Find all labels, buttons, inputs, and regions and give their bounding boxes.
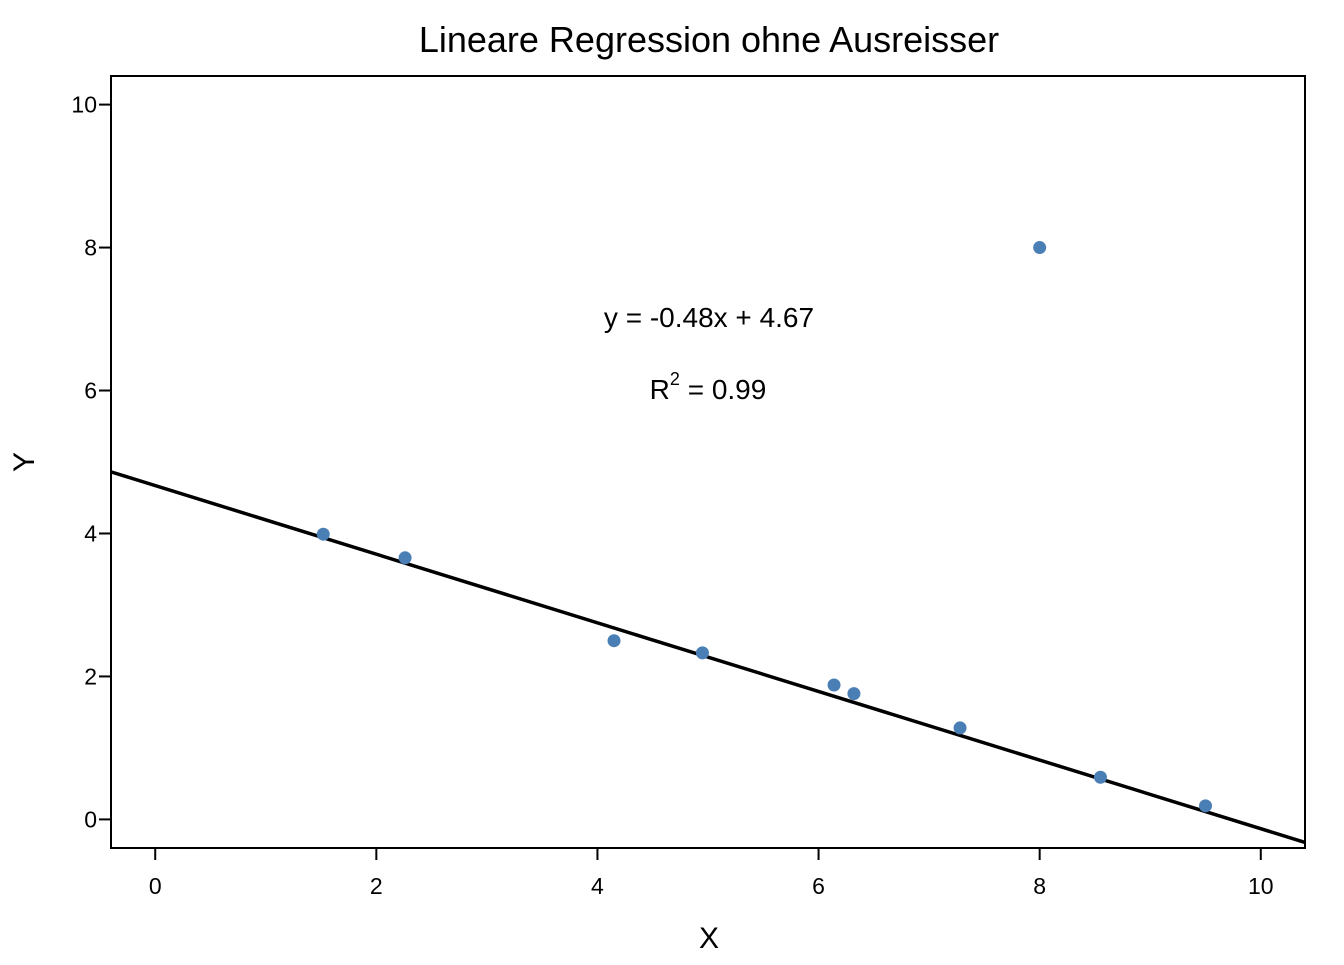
r-squared-label: R2 = 0.99 <box>650 369 767 405</box>
data-points <box>316 241 1212 813</box>
y-tick-label: 0 <box>84 806 97 832</box>
y-tick-label: 10 <box>71 92 97 118</box>
data-point <box>827 678 841 692</box>
y-tick-label: 8 <box>84 235 97 261</box>
data-point <box>1093 770 1107 784</box>
y-tick-label: 4 <box>84 520 97 546</box>
x-tick-label: 0 <box>149 873 162 899</box>
data-point <box>1033 241 1047 255</box>
data-point <box>695 646 709 660</box>
r2-superscript: 2 <box>670 369 680 389</box>
x-axis: 0 2 4 6 8 10 <box>149 848 1274 899</box>
regression-equation: y = -0.48x + 4.67 <box>604 302 814 333</box>
data-point <box>316 527 330 541</box>
data-point <box>1199 799 1212 813</box>
x-tick-label: 2 <box>370 873 383 899</box>
x-tick-label: 10 <box>1248 873 1274 899</box>
r2-value: = 0.99 <box>680 374 766 405</box>
data-point <box>398 551 412 565</box>
regression-line <box>110 470 1306 845</box>
plot-frame <box>110 75 1306 849</box>
x-axis-label: X <box>699 922 719 955</box>
y-axis-label: Y <box>8 452 41 472</box>
y-tick-label: 2 <box>84 663 97 689</box>
y-tick-label: 6 <box>84 378 97 404</box>
x-tick-label: 8 <box>1033 873 1046 899</box>
x-tick-label: 6 <box>812 873 825 899</box>
data-point <box>847 687 861 701</box>
chart-title: Lineare Regression ohne Ausreisser <box>419 19 999 60</box>
data-point <box>607 634 621 648</box>
y-axis: 0 2 4 6 8 10 <box>71 92 111 832</box>
x-tick-label: 4 <box>591 873 604 899</box>
data-point <box>953 721 967 735</box>
r2-prefix: R <box>650 374 670 405</box>
